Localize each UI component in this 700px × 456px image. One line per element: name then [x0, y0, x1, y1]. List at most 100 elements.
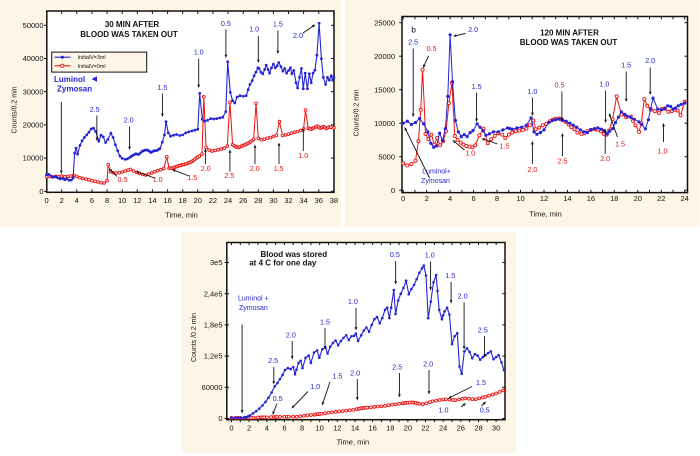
svg-text:0: 0 — [218, 414, 222, 423]
svg-text:1.5: 1.5 — [445, 271, 455, 280]
svg-text:0.5: 0.5 — [221, 19, 231, 28]
svg-text:24: 24 — [439, 424, 447, 433]
svg-text:1.0: 1.0 — [194, 48, 204, 57]
svg-text:Time, min: Time, min — [165, 210, 198, 219]
svg-text:5000: 5000 — [378, 152, 395, 161]
svg-text:0.5: 0.5 — [273, 394, 283, 403]
svg-text:1.5: 1.5 — [187, 173, 197, 182]
svg-text:2.0: 2.0 — [423, 360, 433, 369]
svg-text:20000: 20000 — [374, 52, 395, 61]
svg-text:22: 22 — [657, 194, 665, 203]
svg-text:20000: 20000 — [23, 121, 44, 130]
svg-text:14: 14 — [563, 194, 571, 203]
svg-text:2.0: 2.0 — [293, 31, 303, 40]
svg-text:Time, min: Time, min — [337, 438, 370, 447]
svg-text:12: 12 — [133, 196, 141, 205]
svg-text:25000: 25000 — [374, 18, 395, 27]
svg-text:8: 8 — [300, 424, 304, 433]
svg-text:24: 24 — [681, 194, 689, 203]
svg-text:1.0: 1.0 — [599, 80, 609, 89]
svg-text:0.5: 0.5 — [118, 175, 128, 184]
svg-text:16: 16 — [587, 194, 595, 203]
svg-text:18: 18 — [610, 194, 618, 203]
svg-text:2.5: 2.5 — [408, 38, 418, 47]
svg-text:2.0: 2.0 — [286, 330, 296, 339]
svg-text:Counts /0.2 min: Counts /0.2 min — [191, 313, 198, 362]
svg-text:120 MIN AFTER: 120 MIN AFTER — [540, 29, 599, 38]
svg-text:2.0: 2.0 — [527, 165, 537, 174]
svg-text:1.5: 1.5 — [273, 19, 283, 28]
svg-text:2.0: 2.0 — [350, 369, 360, 378]
svg-text:8: 8 — [105, 196, 109, 205]
svg-text:InitialV=3ml: InitialV=3ml — [78, 55, 106, 61]
svg-text:3e5: 3e5 — [210, 258, 223, 267]
svg-text:30 MIN AFTER: 30 MIN AFTER — [105, 20, 160, 29]
svg-text:12: 12 — [333, 424, 341, 433]
svg-text:14: 14 — [351, 424, 359, 433]
svg-text:1.0: 1.0 — [153, 175, 163, 184]
svg-text:30000: 30000 — [23, 87, 44, 96]
svg-text:1.5: 1.5 — [320, 317, 330, 326]
svg-text:1.0: 1.0 — [298, 151, 308, 160]
svg-text:28: 28 — [474, 424, 482, 433]
svg-text:BLOOD WAS TAKEN OUT: BLOOD WAS TAKEN OUT — [80, 30, 178, 39]
svg-text:1.5: 1.5 — [615, 140, 625, 149]
svg-text:26: 26 — [457, 424, 465, 433]
svg-text:10: 10 — [118, 196, 126, 205]
svg-text:15000: 15000 — [374, 85, 395, 94]
svg-text:BLOOD WAS TAKEN OUT: BLOOD WAS TAKEN OUT — [520, 38, 618, 47]
svg-text:2.5: 2.5 — [557, 156, 567, 165]
svg-text:1,8e5: 1,8e5 — [204, 321, 223, 330]
svg-text:2.0: 2.0 — [201, 164, 211, 173]
svg-text:4: 4 — [75, 196, 79, 205]
svg-text:Blood was stored: Blood was stored — [260, 250, 327, 259]
svg-text:2: 2 — [60, 196, 64, 205]
svg-text:12: 12 — [540, 194, 548, 203]
svg-text:14: 14 — [148, 196, 156, 205]
svg-text:0.5: 0.5 — [555, 80, 565, 89]
svg-text:30: 30 — [492, 424, 500, 433]
svg-text:6: 6 — [282, 424, 286, 433]
svg-text:1.5: 1.5 — [621, 61, 631, 70]
svg-text:b: b — [411, 24, 416, 34]
svg-text:2.5: 2.5 — [392, 363, 402, 372]
svg-text:10000: 10000 — [374, 119, 395, 128]
svg-text:Counts/0.2 min: Counts/0.2 min — [354, 89, 361, 136]
svg-text:1.0: 1.0 — [465, 149, 475, 158]
svg-text:1.5: 1.5 — [332, 372, 342, 381]
svg-text:28: 28 — [254, 196, 262, 205]
svg-text:0: 0 — [229, 424, 233, 433]
svg-text:0: 0 — [391, 186, 395, 195]
svg-text:1.0: 1.0 — [439, 406, 449, 415]
svg-text:4: 4 — [265, 424, 269, 433]
svg-text:2.0: 2.0 — [124, 116, 134, 125]
svg-text:50000: 50000 — [23, 21, 44, 30]
svg-text:Luminol+: Luminol+ — [422, 169, 451, 176]
svg-text:10: 10 — [316, 424, 324, 433]
svg-text:20: 20 — [634, 194, 642, 203]
svg-text:1.5: 1.5 — [157, 83, 167, 92]
svg-text:1,2e5: 1,2e5 — [204, 352, 223, 361]
svg-text:24: 24 — [224, 196, 232, 205]
svg-text:0.5: 0.5 — [427, 44, 437, 53]
svg-text:1.0: 1.0 — [658, 147, 668, 156]
svg-text:Counts/0.2 min: Counts/0.2 min — [12, 86, 19, 133]
svg-text:16: 16 — [368, 424, 376, 433]
svg-text:1.5: 1.5 — [500, 141, 510, 150]
svg-text:1.0: 1.0 — [249, 24, 259, 33]
svg-text:2.0: 2.0 — [468, 25, 478, 34]
svg-text:2.5: 2.5 — [90, 105, 100, 114]
svg-text:2.5: 2.5 — [268, 356, 278, 365]
svg-text:Luminol: Luminol — [54, 75, 85, 84]
svg-text:30: 30 — [269, 196, 277, 205]
svg-text:Zymosan: Zymosan — [239, 305, 268, 312]
svg-text:2,4e5: 2,4e5 — [204, 289, 223, 298]
svg-text:18: 18 — [179, 196, 187, 205]
svg-text:0.5: 0.5 — [480, 406, 490, 415]
svg-text:16: 16 — [163, 196, 171, 205]
svg-text:Luminol +: Luminol + — [238, 296, 269, 303]
svg-text:20: 20 — [194, 196, 202, 205]
svg-text:1.0: 1.0 — [425, 251, 435, 260]
svg-text:1.0: 1.0 — [527, 87, 537, 96]
svg-text:0: 0 — [401, 194, 405, 203]
